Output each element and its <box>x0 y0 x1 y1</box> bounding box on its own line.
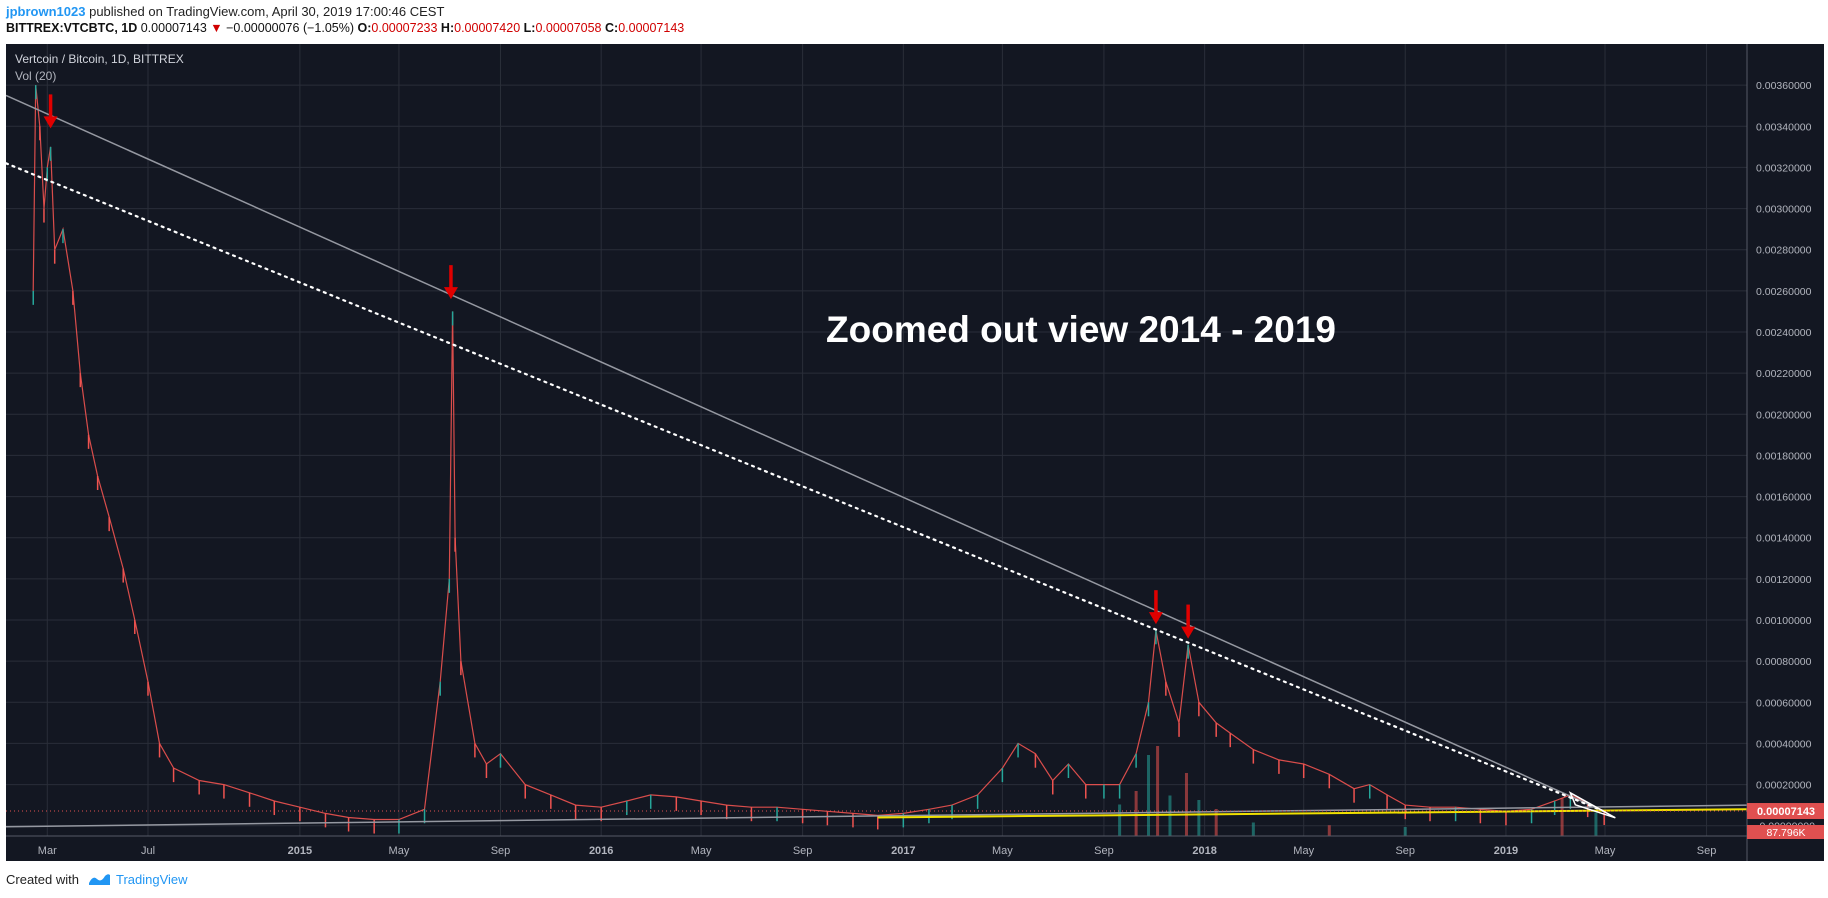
svg-text:0.00007143: 0.00007143 <box>1757 806 1815 818</box>
y-tick-label: 0.00180000 <box>1756 450 1812 462</box>
open-label: O: <box>357 21 372 35</box>
volume-bar <box>1251 822 1255 836</box>
y-tick-label: 0.00260000 <box>1756 286 1812 298</box>
high-label: H: <box>440 21 455 35</box>
volume-bar <box>1594 812 1598 836</box>
y-tick-label: 0.00360000 <box>1756 80 1812 92</box>
chart-area[interactable]: 0.00360000 0.00340000 0.00320000 0.00300000… <box>6 44 1824 861</box>
change-arrow-icon: ▼ <box>210 21 223 35</box>
y-tick-label: 0.00340000 <box>1756 121 1812 133</box>
y-tick-label: 0.00200000 <box>1756 409 1812 421</box>
volume-bar <box>1147 755 1151 836</box>
trendlines <box>6 94 1748 828</box>
arrow-head <box>1148 612 1163 625</box>
open-value: 0.00007233 <box>371 21 438 35</box>
x-tick-label: 2018 <box>1192 845 1216 857</box>
price-chart[interactable]: 0.00360000 0.00340000 0.00320000 0.00300000… <box>6 44 1824 861</box>
tradingview-logo-icon <box>87 872 111 889</box>
annotation-text: Zoomed out view 2014 - 2019 <box>826 309 1336 350</box>
ohlc-line: BITTREX:VTCBTC, 1D 0.00007143 ▼ −0.00000… <box>6 21 684 35</box>
arrow-head <box>443 287 458 300</box>
change-value: −0.00000076 (−1.05%) <box>226 21 355 35</box>
y-tick-label: 0.00300000 <box>1756 204 1812 216</box>
x-tick-label: Sep <box>1395 845 1415 857</box>
volume-value-label: 87.796K <box>1747 825 1824 839</box>
volume-bar <box>1156 746 1160 836</box>
x-tick-label: 2017 <box>891 845 915 857</box>
close-value: 0.00007143 <box>618 21 685 35</box>
y-tick-label: 0.00060000 <box>1756 697 1812 709</box>
volume-bars <box>1118 746 1598 836</box>
red-arrow-icon <box>1181 604 1196 639</box>
volume-bar <box>1118 804 1122 836</box>
y-tick-label: 0.00120000 <box>1756 574 1812 586</box>
high-value: 0.00007420 <box>454 21 521 35</box>
tradingview-link[interactable]: TradingView <box>116 872 188 887</box>
close-label: C: <box>605 21 619 35</box>
x-tick-label: Sep <box>793 845 813 857</box>
price-axis-bg <box>1747 44 1824 861</box>
trendline-dotted-white <box>6 162 1606 813</box>
x-tick-label: Jul <box>141 845 155 857</box>
volume-bar <box>1214 809 1218 836</box>
x-tick-label: May <box>389 845 410 857</box>
red-arrow-icon <box>1148 590 1163 625</box>
x-tick-label: May <box>691 845 712 857</box>
x-tick-label: 2015 <box>288 845 312 857</box>
x-tick-label: May <box>1293 845 1314 857</box>
wedge-shape <box>1568 791 1616 819</box>
x-tick-label: Sep <box>1094 845 1114 857</box>
author-link[interactable]: jpbrown1023 <box>6 4 86 19</box>
x-tick-label: May <box>1595 845 1616 857</box>
volume-bar <box>1134 791 1138 836</box>
wedge-marker <box>1568 791 1616 819</box>
x-tick-label: Sep <box>491 845 511 857</box>
y-tick-label: 0.00020000 <box>1756 780 1812 792</box>
symbol-line: BITTREX:VTCBTC, 1D <box>6 21 138 35</box>
x-tick-label: May <box>992 845 1013 857</box>
y-tick-label: 0.00080000 <box>1756 656 1812 668</box>
time-axis[interactable]: Mar Jul 2015 May Sep 2016 May Sep 2017 May Sep 2018… <box>38 845 1717 857</box>
price-axis[interactable]: 0.00360000 0.00340000 0.00320000 0.00300000… <box>1756 80 1815 833</box>
red-arrow-icon <box>43 94 58 129</box>
publish-line: jpbrown1023 published on TradingView.com… <box>6 4 444 19</box>
created-with-text: Created with <box>6 872 79 887</box>
volume-bar <box>1403 827 1407 836</box>
price-line <box>32 85 1605 821</box>
y-tick-label: 0.00220000 <box>1756 368 1812 380</box>
footer: Created with TradingView <box>6 872 188 889</box>
red-arrow-icon <box>443 265 458 300</box>
volume-bar <box>1168 795 1172 836</box>
y-tick-label: 0.00040000 <box>1756 738 1812 750</box>
red-arrows <box>43 94 1196 639</box>
grid <box>6 44 1747 836</box>
x-tick-label: Sep <box>1697 845 1717 857</box>
arrow-head <box>1181 626 1196 639</box>
volume-bar <box>1184 773 1188 836</box>
volume-indicator-label[interactable]: Vol (20) <box>15 69 56 83</box>
volume-bar <box>1327 825 1331 836</box>
volume-bar <box>1560 798 1564 836</box>
y-tick-label: 0.00320000 <box>1756 162 1812 174</box>
low-label: L: <box>523 21 536 35</box>
last-price-label: 0.00007143 <box>1747 803 1824 820</box>
y-tick-label: 0.00140000 <box>1756 533 1812 545</box>
published-text: published on TradingView.com, April 30, … <box>89 4 445 19</box>
x-tick-label: Mar <box>38 845 57 857</box>
pane-title: Vertcoin / Bitcoin, 1D, BITTREX <box>15 52 184 66</box>
trendline-solid-gray <box>6 94 1605 812</box>
x-tick-label: 2016 <box>589 845 613 857</box>
y-tick-label: 0.00240000 <box>1756 327 1812 339</box>
x-tick-label: 2019 <box>1494 845 1518 857</box>
svg-text:87.796K: 87.796K <box>1766 827 1805 839</box>
low-value: 0.00007058 <box>535 21 602 35</box>
y-tick-label: 0.00160000 <box>1756 492 1812 504</box>
y-tick-label: 0.00280000 <box>1756 245 1812 257</box>
volume-bar <box>1197 800 1201 836</box>
last-value: 0.00007143 <box>140 21 207 35</box>
y-tick-label: 0.00100000 <box>1756 615 1812 627</box>
arrow-head <box>43 116 58 129</box>
trendline-solid-gray <box>6 804 1748 828</box>
